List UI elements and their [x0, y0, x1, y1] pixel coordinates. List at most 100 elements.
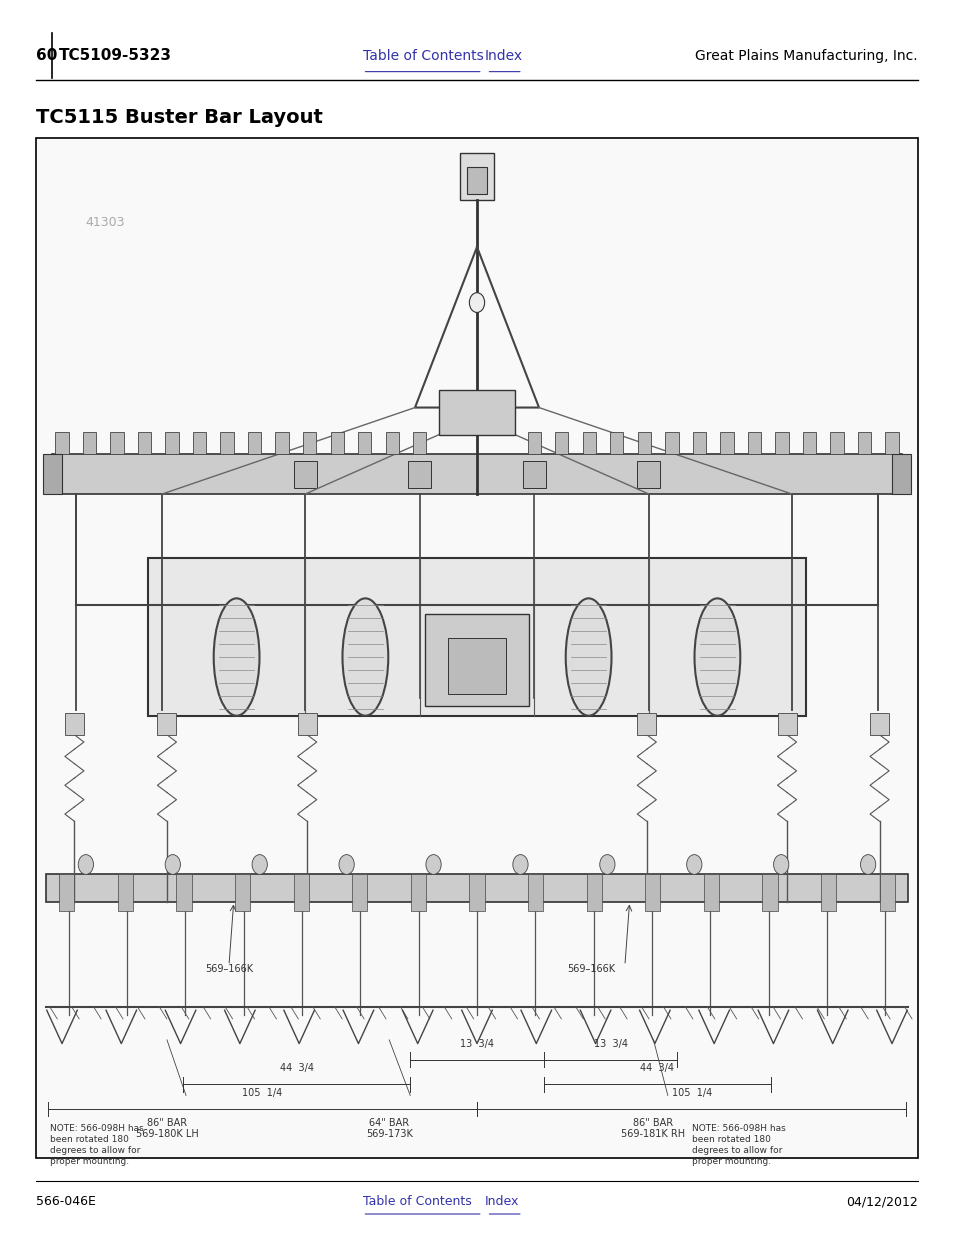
Bar — [448, 638, 505, 694]
Bar — [884, 432, 898, 454]
Circle shape — [513, 855, 528, 874]
Text: 105  1/4: 105 1/4 — [671, 1088, 711, 1098]
Bar — [413, 432, 426, 454]
Bar — [330, 432, 343, 454]
Bar — [527, 432, 540, 454]
Text: Index: Index — [484, 1195, 518, 1208]
Text: 13  3/4: 13 3/4 — [459, 1039, 494, 1049]
Bar — [438, 390, 515, 435]
Circle shape — [860, 855, 875, 874]
Bar — [821, 874, 836, 911]
Text: TC5109-5323: TC5109-5323 — [59, 48, 172, 63]
Text: 64" BAR
569-173K: 64" BAR 569-173K — [365, 1118, 413, 1139]
Circle shape — [425, 855, 440, 874]
Bar — [352, 874, 367, 911]
Bar — [469, 874, 484, 911]
Circle shape — [78, 855, 93, 874]
Ellipse shape — [342, 599, 388, 716]
Bar — [720, 432, 733, 454]
Text: Table of Contents: Table of Contents — [362, 48, 483, 63]
Bar — [46, 874, 907, 902]
Text: NOTE: 566-098H has
been rotated 180
degrees to allow for
proper mounting.: NOTE: 566-098H has been rotated 180 degr… — [691, 1124, 784, 1166]
Bar — [408, 461, 431, 488]
Bar — [586, 874, 601, 911]
Bar — [775, 432, 788, 454]
Bar — [248, 432, 261, 454]
Bar — [111, 432, 124, 454]
Text: 105  1/4: 105 1/4 — [242, 1088, 282, 1098]
Bar — [234, 874, 250, 911]
Text: TC5115 Buster Bar Layout: TC5115 Buster Bar Layout — [36, 107, 323, 127]
Circle shape — [469, 293, 484, 312]
Bar — [703, 874, 719, 911]
Bar — [411, 874, 426, 911]
Text: Great Plains Manufacturing, Inc.: Great Plains Manufacturing, Inc. — [695, 48, 917, 63]
Bar — [36, 138, 917, 1158]
Bar — [555, 432, 568, 454]
Bar — [294, 461, 316, 488]
Bar — [193, 432, 206, 454]
Bar — [424, 614, 529, 706]
Text: 86" BAR
569-180K LH: 86" BAR 569-180K LH — [135, 1118, 198, 1139]
Bar — [527, 874, 542, 911]
Bar — [165, 432, 178, 454]
Text: NOTE: 566-098H has
been rotated 180
degrees to allow for
proper mounting.: NOTE: 566-098H has been rotated 180 degr… — [50, 1124, 143, 1166]
Bar — [357, 432, 371, 454]
Bar — [148, 558, 805, 716]
Bar — [857, 432, 870, 454]
Bar — [637, 461, 659, 488]
Text: Table of Contents: Table of Contents — [362, 1195, 471, 1208]
Bar — [891, 454, 910, 494]
Text: 44  3/4: 44 3/4 — [639, 1063, 674, 1073]
Bar — [294, 874, 309, 911]
Bar — [777, 713, 796, 735]
Bar — [664, 432, 678, 454]
Bar — [801, 432, 815, 454]
Bar — [582, 432, 596, 454]
Bar — [747, 432, 760, 454]
Circle shape — [686, 855, 701, 874]
Bar — [65, 713, 84, 735]
Bar — [297, 713, 316, 735]
Bar — [385, 432, 398, 454]
Bar — [303, 432, 316, 454]
Bar — [879, 874, 894, 911]
Text: 13  3/4: 13 3/4 — [593, 1039, 627, 1049]
Ellipse shape — [565, 599, 611, 716]
Circle shape — [599, 855, 615, 874]
Circle shape — [252, 855, 267, 874]
Bar — [467, 167, 486, 194]
Bar — [157, 713, 176, 735]
Bar — [637, 432, 650, 454]
Bar — [637, 713, 656, 735]
Bar — [869, 713, 888, 735]
Circle shape — [165, 855, 180, 874]
Text: 60: 60 — [36, 48, 57, 63]
Bar — [522, 461, 545, 488]
Bar — [117, 874, 132, 911]
Text: 566-046E: 566-046E — [36, 1195, 96, 1208]
Text: 569–166K: 569–166K — [567, 965, 615, 974]
Bar — [138, 432, 152, 454]
Bar — [692, 432, 705, 454]
Ellipse shape — [213, 599, 259, 716]
Bar — [829, 432, 842, 454]
Text: Index: Index — [484, 48, 522, 63]
Text: 04/12/2012: 04/12/2012 — [845, 1195, 917, 1208]
Bar — [644, 874, 659, 911]
Bar — [610, 432, 623, 454]
Bar — [43, 454, 62, 494]
Circle shape — [773, 855, 788, 874]
Bar — [220, 432, 233, 454]
Circle shape — [338, 855, 354, 874]
Bar — [459, 153, 494, 200]
Bar — [59, 874, 74, 911]
Bar — [55, 432, 69, 454]
Bar — [761, 874, 777, 911]
Bar — [275, 432, 289, 454]
Text: 569–166K: 569–166K — [205, 965, 253, 974]
Text: 44  3/4: 44 3/4 — [279, 1063, 314, 1073]
Text: 86" BAR
569-181K RH: 86" BAR 569-181K RH — [620, 1118, 685, 1139]
Bar — [176, 874, 192, 911]
Bar — [83, 432, 96, 454]
